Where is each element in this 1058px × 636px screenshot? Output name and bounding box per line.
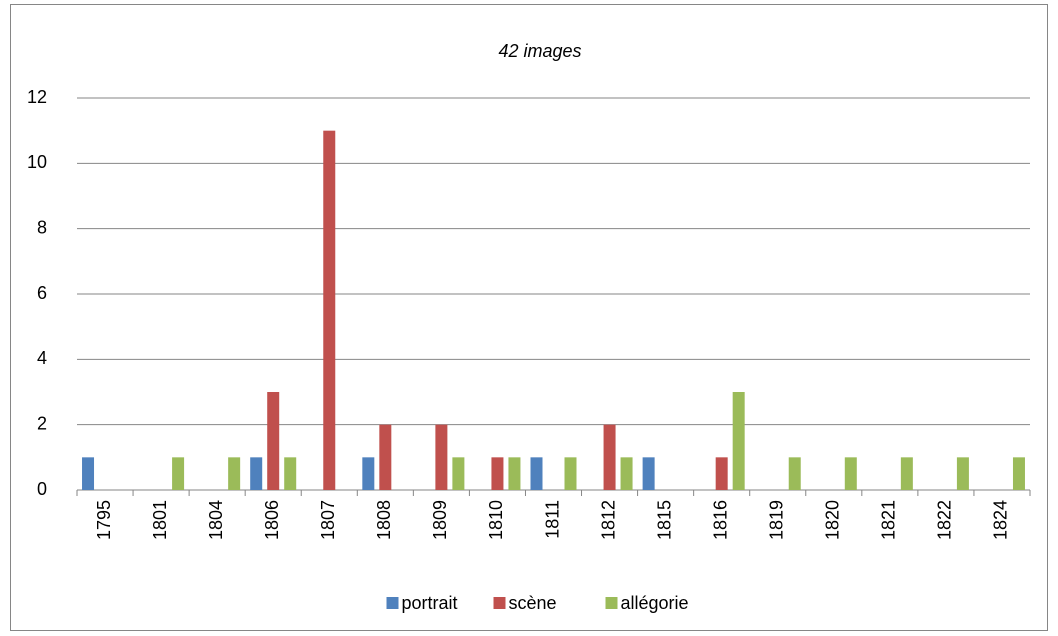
- x-tick-label: 1801: [150, 500, 170, 540]
- x-tick-label: 1812: [598, 500, 618, 540]
- bar: [788, 457, 801, 490]
- bar: [435, 424, 448, 490]
- bar: [1012, 457, 1025, 490]
- legend-label: portrait: [402, 593, 458, 613]
- bar: [250, 457, 263, 490]
- x-tick-label: 1795: [94, 500, 114, 540]
- y-tick-label: 8: [37, 217, 47, 237]
- x-tick-label: 1815: [654, 500, 674, 540]
- bar: [172, 457, 185, 490]
- bar: [530, 457, 543, 490]
- y-tick-label: 2: [37, 413, 47, 433]
- bar: [603, 424, 616, 490]
- legend-swatch: [605, 597, 618, 609]
- bar: [452, 457, 465, 490]
- chart-title: 42 images: [498, 41, 581, 61]
- bar: [379, 424, 392, 490]
- bar: [508, 457, 521, 490]
- legend-label: allégorie: [621, 593, 689, 613]
- bar: [844, 457, 857, 490]
- bar: [284, 457, 297, 490]
- bar: [82, 457, 95, 490]
- x-tick-label: 1809: [430, 500, 450, 540]
- bar: [564, 457, 577, 490]
- legend-label: scène: [509, 593, 557, 613]
- bar: [491, 457, 504, 490]
- y-tick-label: 0: [37, 479, 47, 499]
- bar: [228, 457, 241, 490]
- y-tick-label: 4: [37, 348, 47, 368]
- x-tick-label: 1807: [318, 500, 338, 540]
- x-tick-label: 1811: [542, 500, 562, 539]
- bar: [642, 457, 655, 490]
- legend-swatch: [493, 597, 506, 609]
- x-tick-label: 1819: [766, 500, 786, 540]
- x-tick-label: 1816: [710, 500, 730, 540]
- bar: [732, 392, 745, 490]
- bar: [362, 457, 375, 490]
- x-tick-label: 1824: [991, 500, 1011, 540]
- y-tick-label: 6: [37, 283, 47, 303]
- bar: [956, 457, 969, 490]
- bar: [620, 457, 633, 490]
- x-tick-label: 1821: [879, 500, 899, 540]
- bar: [900, 457, 913, 490]
- bar: [267, 392, 280, 490]
- x-tick-label: 1820: [823, 500, 843, 540]
- x-tick-label: 1808: [374, 500, 394, 540]
- x-tick-label: 1804: [206, 500, 226, 540]
- y-tick-label: 12: [27, 87, 47, 107]
- bar: [715, 457, 728, 490]
- y-tick-label: 10: [27, 152, 47, 172]
- x-tick-label: 1806: [262, 500, 282, 540]
- x-tick-label: 1810: [486, 500, 506, 540]
- bar: [323, 130, 336, 490]
- chart-border: [10, 4, 1048, 631]
- x-tick-label: 1822: [935, 500, 955, 540]
- legend-swatch: [386, 597, 399, 609]
